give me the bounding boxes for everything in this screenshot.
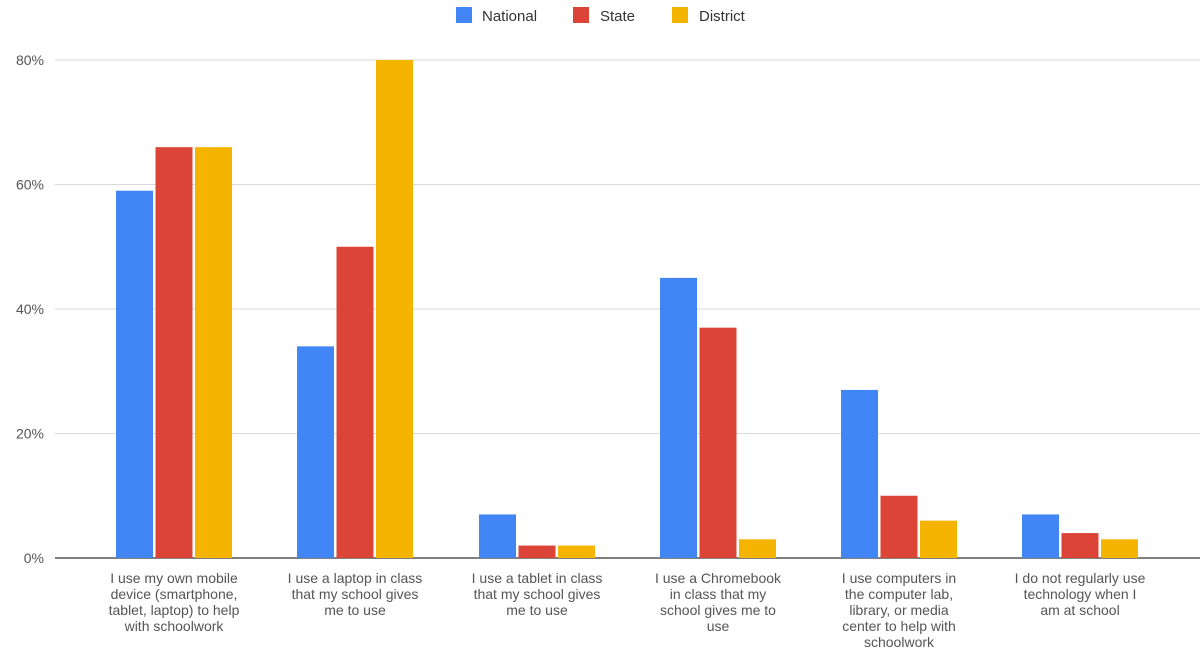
bar-district-4 <box>739 539 776 558</box>
bars <box>116 60 1138 558</box>
y-tick-label: 60% <box>16 177 44 193</box>
bar-state-1 <box>155 147 193 558</box>
y-tick-label: 20% <box>16 426 44 442</box>
bar-national-3 <box>479 514 516 558</box>
bar-state-6 <box>1061 533 1099 558</box>
legend-label-national: National <box>482 8 537 25</box>
x-category-label: I use a Chromebook in class that my school… <box>655 570 782 634</box>
bar-district-6 <box>1101 539 1138 558</box>
legend-label-district: District <box>699 8 746 25</box>
gridlines <box>55 59 1200 559</box>
bar-national-4 <box>660 277 697 558</box>
x-axis-labels: I use my own mobile device (smartphone, ta… <box>109 570 1146 650</box>
bar-state-3 <box>518 545 556 558</box>
bar-state-5 <box>880 495 918 558</box>
x-category-label: I use a laptop in class that my school gi… <box>288 570 423 618</box>
bar-national-1 <box>116 190 153 558</box>
y-tick-label: 40% <box>16 301 44 317</box>
bar-district-3 <box>558 545 595 558</box>
x-category-label: I use my own mobile device (smartphone, ta… <box>109 570 240 634</box>
bar-national-6 <box>1022 514 1059 558</box>
bar-state-2 <box>336 246 374 558</box>
x-category-label: I use a tablet in class that my school gi… <box>472 570 603 618</box>
bar-national-2 <box>297 346 334 558</box>
legend-swatch-national <box>456 7 472 23</box>
bar-district-2 <box>376 60 413 558</box>
legend-swatch-state <box>573 7 589 23</box>
y-tick-label: 80% <box>16 52 44 68</box>
bar-state-4 <box>699 327 737 558</box>
y-tick-label: 0% <box>24 550 44 566</box>
x-category-label: I use computers in the computer lab, libra… <box>842 570 956 650</box>
legend: National State District <box>456 7 746 25</box>
legend-swatch-district <box>672 7 688 23</box>
bar-district-1 <box>195 147 232 558</box>
legend-label-state: State <box>600 8 635 25</box>
bar-district-5 <box>920 520 957 558</box>
bar-national-5 <box>841 389 878 558</box>
y-axis-ticks: 0% 20% 40% 60% 80% <box>16 52 44 566</box>
